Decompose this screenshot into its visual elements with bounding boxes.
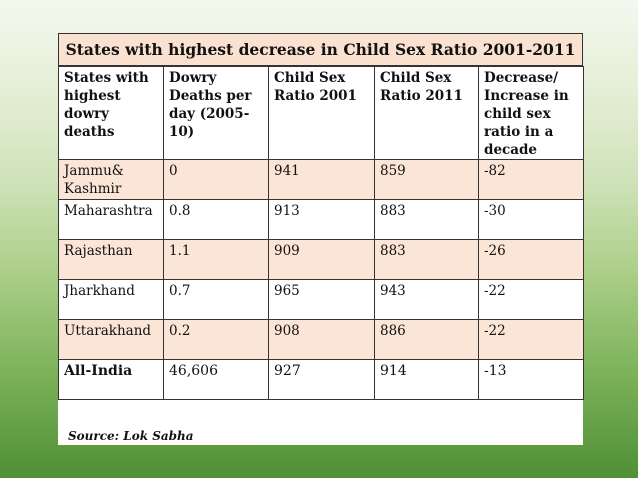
slide-card: States with highest decrease in Child Se… <box>58 33 584 445</box>
cell-change: -82 <box>478 159 584 200</box>
cell-change: -30 <box>478 199 584 240</box>
table-row: Rajasthan 1.1 909 883 -26 <box>58 239 584 280</box>
cell-dowry: 0.8 <box>163 199 269 240</box>
cell-dowry: 0.2 <box>163 319 269 360</box>
cell-csr2011: 859 <box>374 159 479 200</box>
source-note: Source: Lok Sabha <box>68 429 194 443</box>
cell-state: Uttarakhand <box>58 319 164 360</box>
cell-csr2011: 883 <box>374 199 479 240</box>
cell-state-total: All-India <box>58 359 164 400</box>
cell-csr2011: 883 <box>374 239 479 280</box>
cell-dowry: 0 <box>163 159 269 200</box>
column-header-csr-2001: Child Sex Ratio 2001 <box>268 66 375 160</box>
cell-state: Maharashtra <box>58 199 164 240</box>
cell-csr2001: 908 <box>268 319 375 360</box>
cell-change: -26 <box>478 239 584 280</box>
table-row: Uttarakhand 0.2 908 886 -22 <box>58 319 584 360</box>
column-header-csr-2011: Child Sex Ratio 2011 <box>374 66 479 160</box>
table-row: Jammu& Kashmir 0 941 859 -82 <box>58 159 584 200</box>
table-row: Jharkhand 0.7 965 943 -22 <box>58 279 584 320</box>
cell-change-total: -13 <box>478 359 584 400</box>
header-row: States with highest dowry deaths Dowry D… <box>58 66 584 160</box>
cell-state: Jharkhand <box>58 279 164 320</box>
table-row: Maharashtra 0.8 913 883 -30 <box>58 199 584 240</box>
cell-dowry: 1.1 <box>163 239 269 280</box>
table-row-total: All-India 46,606 927 914 -13 <box>58 359 584 400</box>
cell-state: Rajasthan <box>58 239 164 280</box>
data-table: States with highest dowry deaths Dowry D… <box>58 66 584 400</box>
cell-csr2001-total: 927 <box>268 359 375 400</box>
cell-state: Jammu& Kashmir <box>58 159 164 200</box>
cell-csr2011: 943 <box>374 279 479 320</box>
cell-csr2001: 941 <box>268 159 375 200</box>
cell-csr2011: 886 <box>374 319 479 360</box>
cell-change: -22 <box>478 319 584 360</box>
column-header-change: Decrease/ Increase in child sex ratio in… <box>478 66 584 160</box>
column-header-dowry-deaths: Dowry Deaths per day (2005-10) <box>163 66 269 160</box>
cell-csr2001: 913 <box>268 199 375 240</box>
cell-dowry: 0.7 <box>163 279 269 320</box>
cell-csr2001: 909 <box>268 239 375 280</box>
cell-change: -22 <box>478 279 584 320</box>
cell-csr2001: 965 <box>268 279 375 320</box>
table-title: States with highest decrease in Child Se… <box>58 33 583 66</box>
column-header-state: States with highest dowry deaths <box>58 66 164 160</box>
cell-csr2011-total: 914 <box>374 359 479 400</box>
cell-dowry-total: 46,606 <box>163 359 269 400</box>
